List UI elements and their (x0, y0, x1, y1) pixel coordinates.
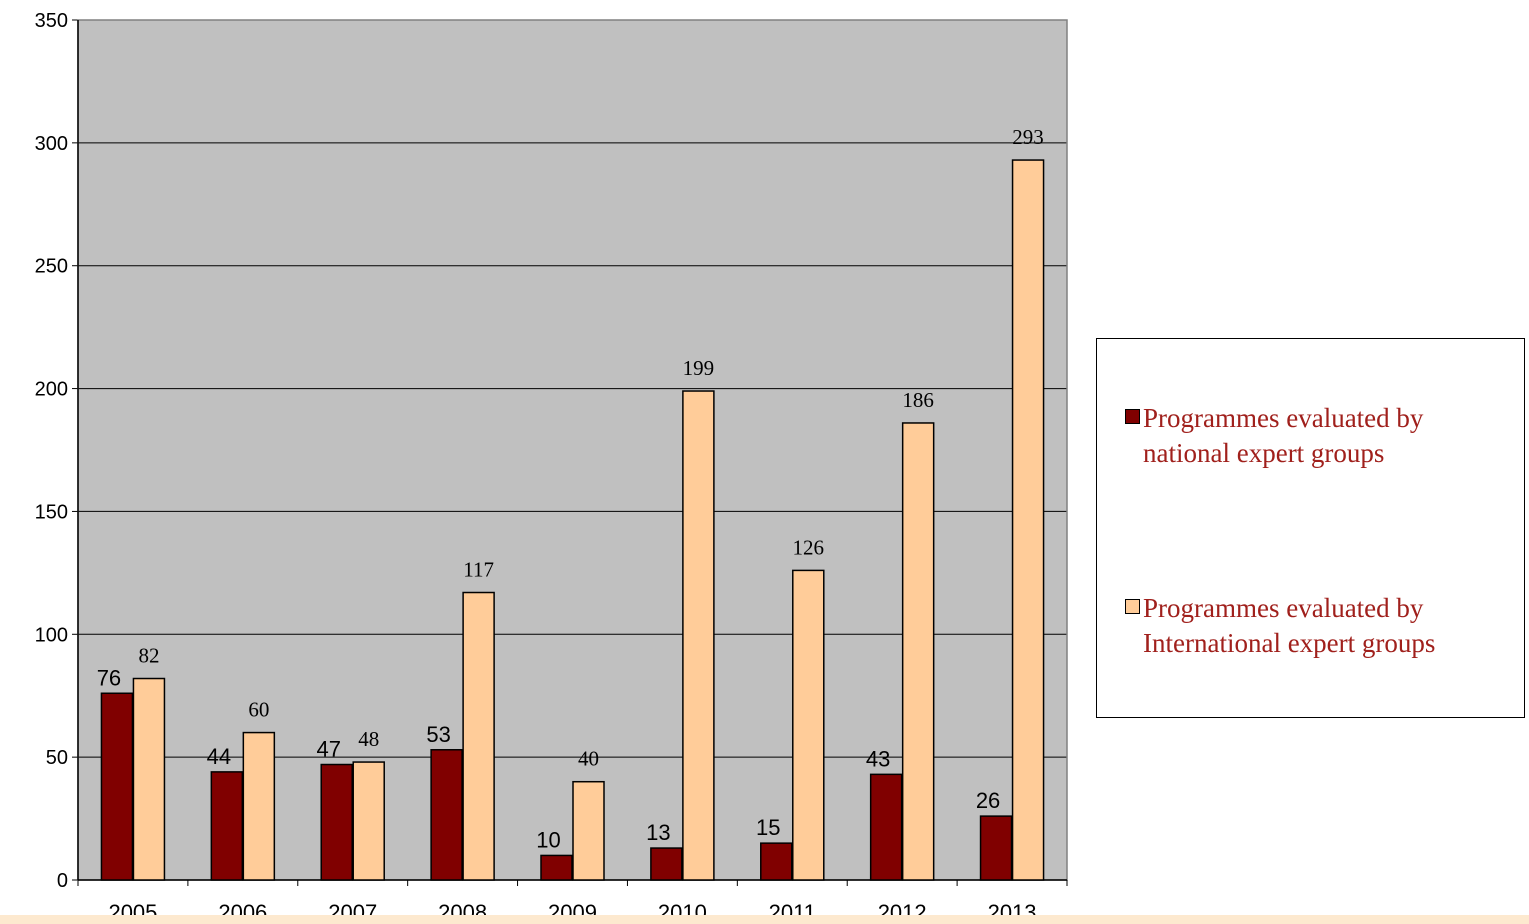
bar-national (430, 749, 463, 881)
data-label-international: 40 (578, 747, 599, 771)
data-label-national: 13 (646, 820, 670, 845)
data-label-national: 76 (97, 665, 121, 690)
y-tick-label: 200 (35, 379, 68, 401)
bar-national (100, 692, 134, 881)
bar-international (572, 780, 605, 881)
data-label-international: 60 (248, 698, 269, 722)
y-tick-label: 300 (35, 133, 68, 155)
bar-international (242, 731, 276, 881)
data-label-international: 126 (793, 535, 825, 559)
y-tick-label: 0 (57, 870, 68, 892)
data-label-international: 48 (358, 727, 379, 751)
bar-international (352, 761, 385, 881)
bar-international (1011, 159, 1045, 881)
bar-national (760, 842, 793, 881)
bar-national (210, 771, 244, 881)
data-label-national: 47 (316, 737, 340, 762)
data-label-national: 43 (866, 746, 890, 771)
legend-swatch-national (1125, 409, 1140, 424)
bar-international (132, 677, 166, 881)
data-label-international: 199 (683, 356, 715, 380)
y-tick-label: 250 (35, 256, 68, 278)
data-label-international: 186 (902, 388, 934, 412)
bar-national (979, 815, 1013, 881)
legend-item-national: Programmes evaluated by national expert … (1125, 401, 1503, 471)
bar-national (869, 773, 903, 881)
data-label-national: 15 (756, 815, 780, 840)
y-tick-label: 50 (46, 747, 68, 769)
data-label-national: 53 (426, 722, 450, 747)
bar-international (901, 422, 935, 881)
legend-label-national: Programmes evaluated by national expert … (1143, 403, 1424, 468)
y-tick-label: 150 (35, 501, 68, 523)
legend-item-international: Programmes evaluated by International ex… (1125, 591, 1503, 661)
bar-international (792, 569, 825, 881)
bar-national (320, 763, 353, 881)
bar-international (462, 591, 495, 881)
data-label-international: 117 (463, 558, 494, 582)
data-label-international: 82 (138, 644, 159, 668)
bar-national (650, 847, 683, 881)
y-tick-label: 100 (35, 624, 68, 646)
bar-international (682, 390, 715, 881)
data-label-national: 10 (536, 827, 560, 852)
bottom-strip (0, 915, 1529, 924)
bar-national (540, 854, 573, 881)
legend: Programmes evaluated by national expert … (1096, 338, 1525, 718)
data-label-national: 44 (207, 744, 231, 769)
data-label-international: 293 (1012, 125, 1044, 149)
y-tick-label: 350 (35, 10, 68, 32)
data-label-national: 26 (976, 788, 1000, 813)
legend-label-international: Programmes evaluated by International ex… (1143, 593, 1436, 658)
legend-swatch-international (1125, 599, 1140, 614)
